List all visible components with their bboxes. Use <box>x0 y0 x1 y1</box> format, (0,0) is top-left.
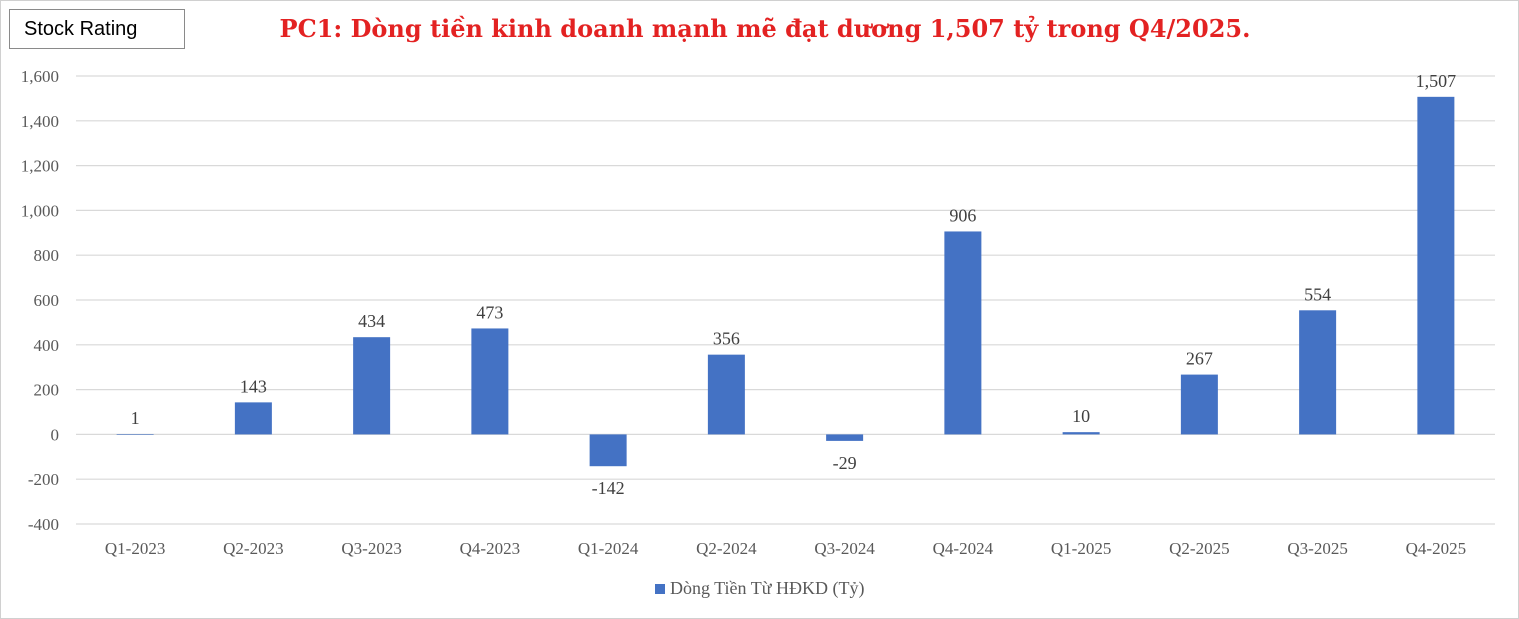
data-label: -142 <box>592 478 625 498</box>
data-label: 473 <box>476 302 503 322</box>
x-tick-label: Q1-2025 <box>1051 539 1111 558</box>
legend-swatch <box>655 583 665 594</box>
chart-title: PC1: Dòng tiền kinh doanh mạnh mẽ đạt dư… <box>279 14 1251 43</box>
bar <box>1299 310 1337 435</box>
bar <box>944 231 982 435</box>
bar <box>1180 374 1218 435</box>
legend-label: Dòng Tiền Từ HĐKD (Tỷ) <box>670 578 865 598</box>
bars <box>116 96 1455 467</box>
bar <box>1062 432 1100 435</box>
data-label: 143 <box>240 376 267 396</box>
data-label: 906 <box>949 205 976 225</box>
y-axis-ticks: -400 -200 0 200 400 600 800 1,000 1,200 1,400 1,60… <box>21 67 59 534</box>
y-tick-label: 0 <box>51 425 60 444</box>
x-tick-label: Q1-2024 <box>578 539 639 558</box>
data-label: -29 <box>833 453 857 473</box>
y-tick-label: 200 <box>34 381 60 400</box>
bar <box>471 328 509 435</box>
x-tick-label: Q2-2025 <box>1169 539 1229 558</box>
data-labels: 1 143 434 473 -142 356 -29 906 10 267 554 1,507 <box>131 71 1457 498</box>
x-tick-label: Q1-2023 <box>105 539 165 558</box>
data-label: 554 <box>1304 284 1331 304</box>
y-tick-label: 1,400 <box>21 112 59 131</box>
data-label: 434 <box>358 311 385 331</box>
y-tick-label: 400 <box>34 336 60 355</box>
data-label: 267 <box>1186 349 1213 369</box>
x-tick-label: Q3-2024 <box>814 539 875 558</box>
x-tick-label: Q3-2025 <box>1287 539 1347 558</box>
bar <box>1417 96 1455 435</box>
x-tick-label: Q2-2024 <box>696 539 757 558</box>
data-label: 10 <box>1072 406 1090 426</box>
x-tick-label: Q3-2023 <box>341 539 401 558</box>
y-tick-label: 1,600 <box>21 67 59 86</box>
bar <box>116 434 154 435</box>
bar <box>234 402 272 435</box>
bar <box>707 354 745 435</box>
data-label: 1 <box>131 408 140 428</box>
y-tick-label: 600 <box>34 291 60 310</box>
y-tick-label: 1,200 <box>21 157 59 176</box>
x-tick-label: Q4-2023 <box>460 539 520 558</box>
stock-rating-badge: Stock Rating <box>9 9 185 49</box>
x-tick-label: Q2-2023 <box>223 539 283 558</box>
y-tick-label: 1,000 <box>21 201 59 220</box>
x-tick-label: Q4-2024 <box>933 539 994 558</box>
data-label: 356 <box>713 329 740 349</box>
bar <box>826 434 864 441</box>
bar <box>353 337 391 435</box>
y-tick-label: -200 <box>28 470 59 489</box>
y-tick-label: -400 <box>28 515 59 534</box>
y-tick-label: 800 <box>34 246 60 265</box>
x-tick-label: Q4-2025 <box>1406 539 1466 558</box>
bar <box>589 434 627 467</box>
x-axis-ticks: Q1-2023 Q2-2023 Q3-2023 Q4-2023 Q1-2024 Q2-20… <box>105 539 1466 558</box>
data-label: 1,507 <box>1416 71 1457 91</box>
legend: Dòng Tiền Từ HĐKD (Tỷ) <box>655 578 864 599</box>
gridlines <box>76 75 1495 525</box>
